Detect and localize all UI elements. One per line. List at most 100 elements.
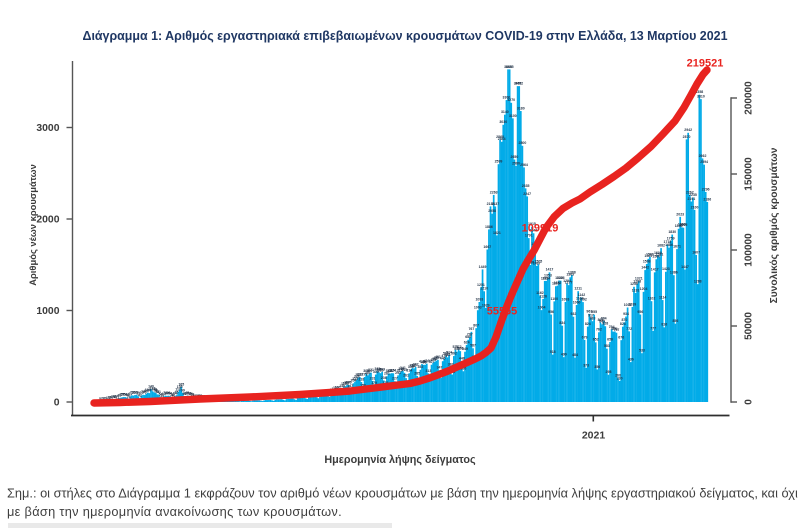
svg-text:1560: 1560 xyxy=(652,255,660,259)
svg-text:587: 587 xyxy=(470,344,476,348)
svg-text:488: 488 xyxy=(445,353,451,357)
svg-text:1126: 1126 xyxy=(539,294,547,298)
svg-text:429: 429 xyxy=(430,358,436,362)
svg-text:314: 314 xyxy=(406,369,412,373)
svg-text:371: 371 xyxy=(409,363,415,367)
svg-text:1909: 1909 xyxy=(678,223,686,227)
svg-text:1686: 1686 xyxy=(665,243,673,247)
svg-text:1682: 1682 xyxy=(657,244,665,248)
svg-text:1791: 1791 xyxy=(525,234,533,238)
svg-text:Διάγραμμα 1: Αριθμός εργαστηρι: Διάγραμμα 1: Αριθμός εργαστηριακά επιβεβ… xyxy=(83,29,728,43)
svg-text:41: 41 xyxy=(117,394,121,398)
svg-text:1277: 1277 xyxy=(565,281,573,285)
svg-text:173: 173 xyxy=(343,382,349,386)
svg-text:42: 42 xyxy=(138,394,142,398)
svg-text:870: 870 xyxy=(621,318,627,322)
svg-text:187: 187 xyxy=(344,380,350,384)
svg-text:1607: 1607 xyxy=(692,250,700,254)
svg-text:2058: 2058 xyxy=(488,209,496,213)
svg-text:2580: 2580 xyxy=(512,161,520,165)
svg-text:21: 21 xyxy=(116,395,120,399)
svg-text:55: 55 xyxy=(122,392,126,396)
svg-text:2191: 2191 xyxy=(687,197,695,201)
svg-text:1886: 1886 xyxy=(485,225,493,229)
svg-text:70: 70 xyxy=(139,391,143,395)
svg-text:135: 135 xyxy=(177,385,183,389)
svg-text:2100: 2100 xyxy=(691,205,699,209)
svg-text:583: 583 xyxy=(604,344,610,348)
svg-text:3635: 3635 xyxy=(504,65,512,69)
svg-text:514: 514 xyxy=(446,350,452,354)
svg-text:227: 227 xyxy=(392,377,398,381)
svg-text:3310: 3310 xyxy=(697,95,705,99)
svg-text:3000: 3000 xyxy=(36,123,59,134)
svg-text:223: 223 xyxy=(352,377,358,381)
svg-text:856: 856 xyxy=(672,319,678,323)
svg-text:2138: 2138 xyxy=(487,202,495,206)
svg-text:834: 834 xyxy=(559,321,565,325)
svg-text:1265: 1265 xyxy=(552,282,560,286)
svg-text:64: 64 xyxy=(168,392,172,396)
svg-text:39: 39 xyxy=(160,394,164,398)
svg-text:260: 260 xyxy=(615,374,621,378)
svg-text:1323: 1323 xyxy=(541,276,549,280)
svg-text:64: 64 xyxy=(173,392,177,396)
svg-text:956: 956 xyxy=(548,310,554,314)
svg-text:656: 656 xyxy=(607,337,613,341)
svg-text:373: 373 xyxy=(583,363,589,367)
svg-text:2594: 2594 xyxy=(700,160,708,164)
svg-text:2235: 2235 xyxy=(689,193,697,197)
svg-text:24: 24 xyxy=(111,395,115,399)
svg-text:2247: 2247 xyxy=(523,192,531,196)
svg-text:0: 0 xyxy=(744,399,755,405)
svg-text:1288: 1288 xyxy=(633,280,641,284)
svg-text:με βάση την ημερομηνία ανακοίν: με βάση την ημερομηνία ανακοίνωσης των κ… xyxy=(7,504,342,519)
svg-text:1417: 1417 xyxy=(546,268,554,272)
svg-text:100000: 100000 xyxy=(744,233,755,267)
svg-text:315: 315 xyxy=(389,369,395,373)
svg-text:347: 347 xyxy=(437,366,443,370)
svg-text:30: 30 xyxy=(112,395,116,399)
svg-text:73: 73 xyxy=(130,391,134,395)
svg-text:419: 419 xyxy=(424,359,430,363)
svg-text:932: 932 xyxy=(570,312,576,316)
svg-text:98: 98 xyxy=(154,388,158,392)
svg-text:219521: 219521 xyxy=(687,58,724,70)
svg-text:1142: 1142 xyxy=(578,293,586,297)
svg-text:571: 571 xyxy=(453,345,459,349)
svg-text:Συνολικός αριθμός κρουσμάτων: Συνολικός αριθμός κρουσμάτων xyxy=(769,147,780,303)
svg-text:1093: 1093 xyxy=(475,297,483,301)
svg-text:218: 218 xyxy=(358,377,364,381)
svg-text:383: 383 xyxy=(448,362,454,366)
svg-text:1093: 1093 xyxy=(562,297,570,301)
svg-text:59: 59 xyxy=(183,392,187,396)
svg-text:291: 291 xyxy=(365,371,371,375)
svg-text:2870: 2870 xyxy=(683,135,691,139)
svg-text:823: 823 xyxy=(620,322,626,326)
svg-text:341: 341 xyxy=(400,366,406,370)
svg-text:3358: 3358 xyxy=(695,90,703,94)
svg-text:1004: 1004 xyxy=(538,306,546,310)
svg-text:3635: 3635 xyxy=(506,65,514,69)
svg-text:356: 356 xyxy=(408,365,414,369)
svg-text:2137: 2137 xyxy=(491,202,499,206)
svg-text:27: 27 xyxy=(114,395,118,399)
svg-text:3452: 3452 xyxy=(515,82,523,86)
svg-text:300: 300 xyxy=(373,370,379,374)
svg-text:884: 884 xyxy=(601,317,607,321)
svg-text:473: 473 xyxy=(441,354,447,358)
svg-text:315: 315 xyxy=(378,369,384,373)
svg-text:14: 14 xyxy=(106,396,110,400)
svg-text:329: 329 xyxy=(379,367,385,371)
svg-text:1191: 1191 xyxy=(632,288,640,292)
svg-text:310: 310 xyxy=(386,369,392,373)
svg-text:572: 572 xyxy=(456,345,462,349)
svg-text:325: 325 xyxy=(376,368,382,372)
svg-text:76: 76 xyxy=(143,390,147,394)
svg-text:83: 83 xyxy=(155,390,159,394)
svg-text:2800: 2800 xyxy=(519,141,527,145)
svg-text:2662: 2662 xyxy=(699,154,707,158)
svg-text:1508: 1508 xyxy=(643,259,651,263)
svg-text:106: 106 xyxy=(151,388,157,392)
svg-text:452: 452 xyxy=(433,356,439,360)
